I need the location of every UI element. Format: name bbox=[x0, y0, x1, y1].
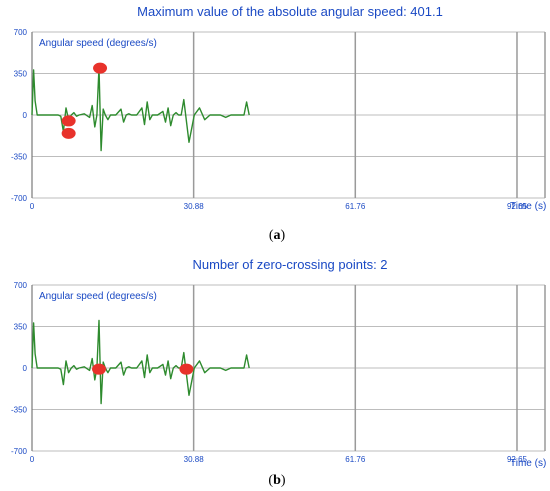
y-tick-label: 350 bbox=[14, 70, 28, 79]
y-tick-label: 700 bbox=[14, 281, 28, 290]
y-tick-label: 700 bbox=[14, 28, 28, 37]
chart-title: Maximum value of the absolute angular sp… bbox=[137, 4, 443, 19]
chart-title: Number of zero-crossing points: 2 bbox=[192, 257, 387, 272]
x-tick-label: 92.65 bbox=[507, 202, 528, 211]
y-tick-label: 350 bbox=[14, 323, 28, 332]
y-tick-label: 0 bbox=[23, 364, 28, 373]
x-tick-label: 0 bbox=[30, 455, 35, 464]
y-tick-label: -700 bbox=[11, 447, 28, 456]
y-tick-label: -350 bbox=[11, 406, 28, 415]
x-tick-label: 61.76 bbox=[345, 202, 366, 211]
chart-panel-b: Number of zero-crossing points: 2 700 350… bbox=[11, 257, 546, 488]
x-tick-label: 30.88 bbox=[184, 455, 205, 464]
series-line bbox=[31, 66, 250, 152]
x-tick-label: 92.65 bbox=[507, 455, 528, 464]
x-axis-label: Time (s) bbox=[510, 201, 546, 212]
series-label: Angular speed (degrees/s) bbox=[39, 38, 157, 49]
x-tick-label: 30.88 bbox=[184, 202, 205, 211]
series-label: Angular speed (degrees/s) bbox=[39, 291, 157, 302]
highlight-marker bbox=[61, 127, 76, 139]
panel-label: (b) bbox=[268, 473, 285, 488]
series-line bbox=[31, 319, 250, 405]
x-axis-label: Time (s) bbox=[510, 458, 546, 469]
chart-panel-a: Maximum value of the absolute angular sp… bbox=[11, 4, 546, 243]
highlight-marker bbox=[179, 363, 194, 375]
x-tick-label: 0 bbox=[30, 202, 35, 211]
x-tick-label: 61.76 bbox=[345, 455, 366, 464]
panel-label: (a) bbox=[269, 228, 286, 243]
y-tick-label: -700 bbox=[11, 194, 28, 203]
y-tick-label: -350 bbox=[11, 153, 28, 162]
highlight-marker bbox=[61, 115, 76, 127]
highlight-marker bbox=[92, 363, 107, 375]
highlight-marker bbox=[93, 62, 108, 74]
y-tick-label: 0 bbox=[23, 111, 28, 120]
